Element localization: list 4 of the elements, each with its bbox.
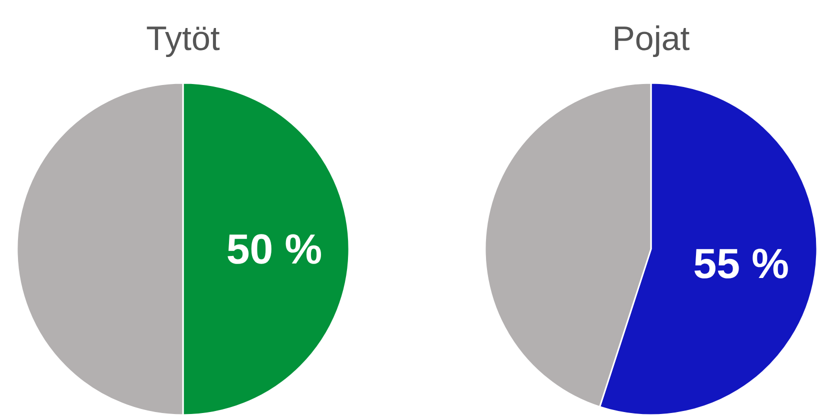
chart-title: Tytöt — [146, 20, 220, 58]
data-label: 50 % — [226, 226, 322, 272]
data-label: 55 % — [693, 240, 790, 287]
chart-title: Pojat — [612, 20, 690, 58]
